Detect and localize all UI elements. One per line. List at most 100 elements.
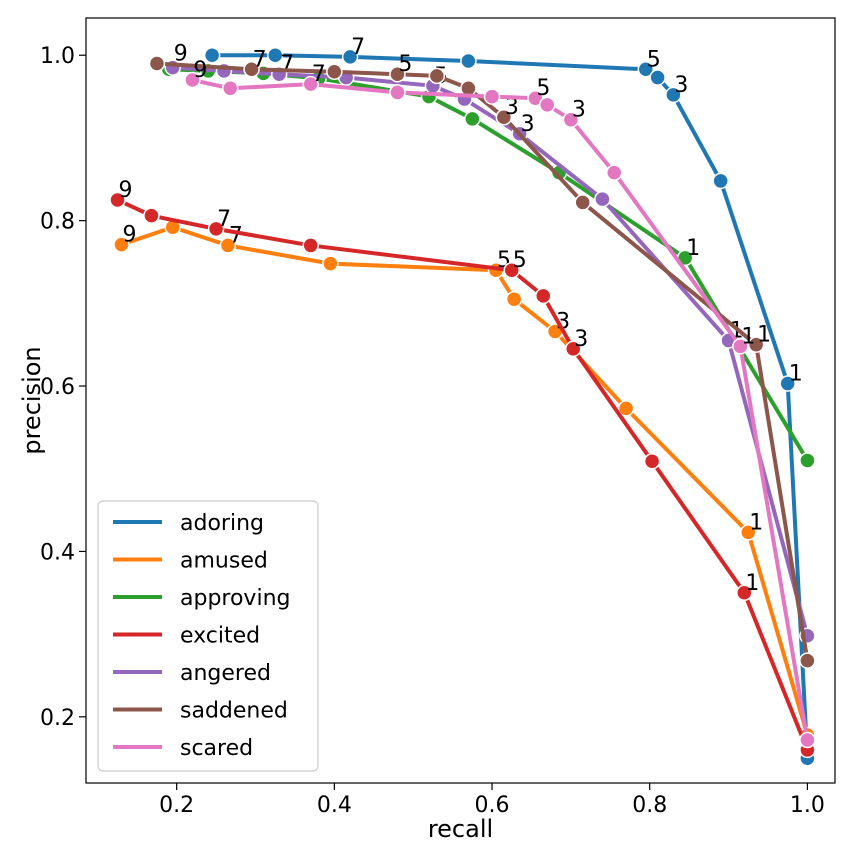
data-point-amused	[740, 524, 757, 541]
data-point-approving	[464, 110, 481, 128]
point-label: 1	[686, 236, 700, 261]
series-saddened: 9 7 531	[148, 41, 816, 669]
data-point-saddened	[747, 336, 765, 353]
y-tick-label: 1.0	[40, 44, 75, 69]
data-point-scared	[799, 731, 816, 749]
point-label: 3	[521, 112, 535, 137]
series-adoring: 7 531	[203, 35, 816, 767]
data-point-scared	[562, 111, 580, 128]
series-line-amused	[120, 225, 810, 736]
point-label: 7	[312, 62, 326, 87]
data-point-excited	[143, 207, 160, 224]
y-tick-label: 0.2	[40, 706, 75, 731]
data-point-scared	[732, 338, 749, 355]
legend-item-saddened: saddened	[113, 699, 288, 724]
legend-item-scared: scared	[113, 736, 253, 761]
data-point-excited	[564, 340, 582, 358]
data-point-adoring	[712, 172, 729, 190]
point-label: 5	[536, 76, 550, 101]
data-point-amused	[505, 290, 523, 308]
data-point-scared	[302, 75, 319, 93]
data-point-amused	[113, 236, 130, 253]
point-label: 9	[174, 41, 188, 66]
data-point-saddened	[495, 108, 513, 126]
data-point-adoring	[637, 61, 655, 78]
data-point-angered	[594, 190, 611, 208]
data-point-excited	[736, 584, 753, 602]
data-point-excited	[503, 261, 520, 279]
legend-item-approving: approving	[113, 586, 290, 611]
y-tick-label: 0.6	[40, 375, 75, 400]
data-point-scared	[483, 88, 501, 105]
data-point-saddened	[326, 63, 343, 81]
y-axis-label: precision	[18, 346, 46, 454]
data-point-excited	[302, 237, 319, 254]
point-label: 1	[749, 510, 763, 535]
x-tick-label: 1.0	[790, 793, 825, 818]
series-line-saddened	[156, 61, 810, 661]
x-axis-ticks: 0.2 0.4 0.6 0.8 1.0	[159, 783, 825, 818]
legend-item-excited: excited	[113, 624, 260, 649]
point-label: 7	[280, 52, 294, 77]
series-line-excited	[116, 198, 810, 751]
y-tick-label: 0.4	[40, 540, 75, 565]
data-point-scared	[184, 71, 201, 89]
legend-box	[97, 500, 319, 772]
legend-label: saddened	[180, 699, 288, 724]
data-point-adoring	[341, 48, 359, 66]
data-point-amused	[322, 255, 339, 272]
data-point-saddened	[243, 61, 260, 78]
y-axis-ticks: 0.2 0.4 0.6 0.8 1.0	[40, 44, 86, 731]
data-point-excited	[535, 287, 552, 305]
data-point-adoring	[779, 375, 796, 392]
point-label: 1	[789, 362, 803, 387]
data-point-excited	[207, 220, 225, 238]
data-point-saddened	[574, 194, 591, 211]
data-point-amused	[617, 400, 635, 417]
point-label: 5	[398, 52, 412, 77]
data-point-adoring	[665, 86, 682, 104]
point-label: 9	[122, 223, 136, 248]
legend-label: approving	[180, 586, 290, 611]
point-label: 7	[253, 47, 267, 72]
data-point-scared	[538, 96, 556, 114]
data-point-excited	[109, 191, 126, 209]
data-point-saddened	[799, 652, 816, 669]
data-point-adoring	[460, 52, 477, 70]
legend-item-angered: angered	[113, 661, 271, 686]
data-point-saddened	[148, 55, 166, 72]
data-point-saddened	[389, 65, 406, 83]
point-label: 9	[193, 58, 207, 83]
point-label: 7	[229, 223, 243, 248]
x-axis-label: recall	[428, 815, 493, 843]
point-label: 3	[505, 95, 519, 120]
legend-label: angered	[180, 661, 271, 686]
point-label: 3	[674, 73, 688, 98]
data-point-scared	[605, 164, 623, 181]
point-label: 3	[572, 98, 586, 123]
series-excited: 9 7 5 3 1	[109, 178, 816, 759]
data-point-approving	[799, 452, 816, 469]
point-label: 5	[513, 248, 527, 273]
legend-label: adoring	[180, 511, 264, 536]
data-point-adoring	[266, 46, 284, 64]
data-point-excited	[643, 453, 661, 470]
x-tick-label: 0.2	[159, 793, 194, 818]
legend-label: scared	[180, 736, 253, 761]
data-point-scared	[222, 80, 239, 97]
point-label: 5	[647, 47, 661, 72]
point-label: 7	[217, 207, 231, 232]
data-point-adoring	[649, 69, 666, 86]
legend-label: amused	[180, 549, 268, 574]
point-label: 1	[745, 571, 759, 596]
data-point-amused	[219, 237, 237, 254]
point-label: 3	[574, 327, 588, 352]
point-label: 9	[119, 178, 133, 203]
legend-item-adoring: adoring	[113, 511, 264, 536]
legend-item-amused: amused	[113, 549, 268, 574]
series-layer: 75319753119753175319753197531	[109, 35, 816, 767]
x-tick-label: 0.6	[475, 793, 510, 818]
y-tick-label: 0.8	[40, 210, 75, 235]
